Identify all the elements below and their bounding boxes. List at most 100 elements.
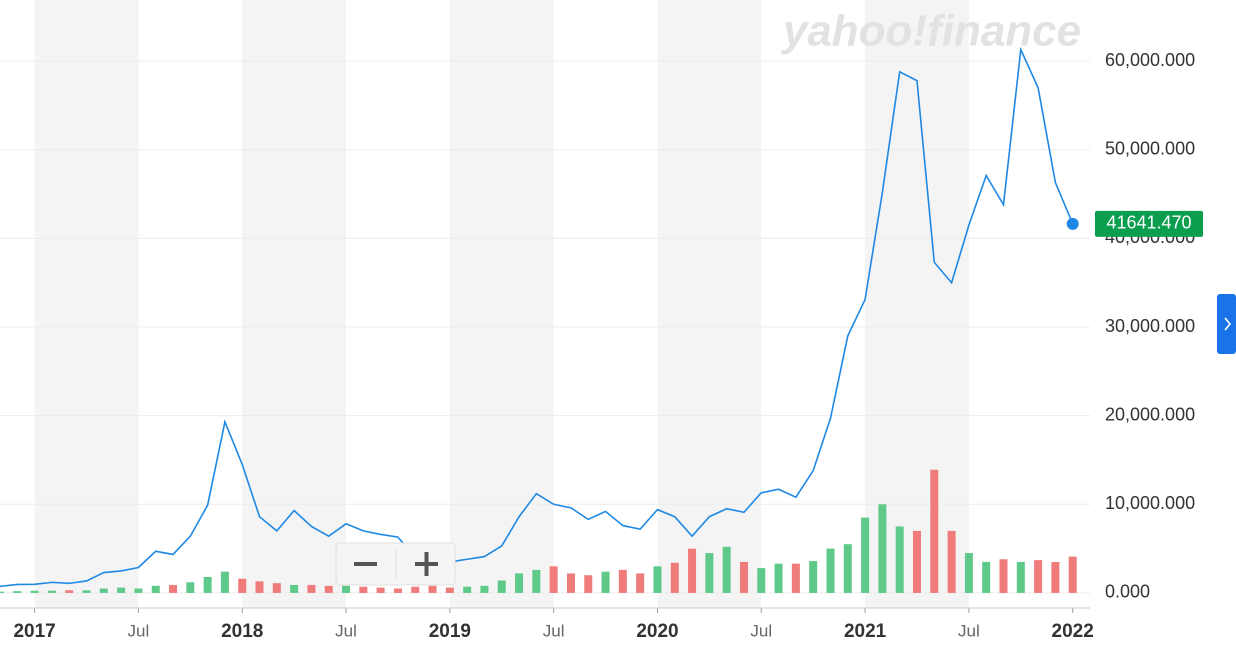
x-tick-label: Jul <box>958 621 980 640</box>
volume-bar <box>13 591 22 593</box>
volume-bar <box>445 587 454 593</box>
band <box>449 0 554 608</box>
volume-bar <box>82 590 91 593</box>
volume-bar <box>964 553 973 593</box>
grid <box>0 60 1090 594</box>
volume-bar <box>65 590 74 593</box>
volume-bar <box>584 575 593 593</box>
x-tick-label: 2022 <box>1052 621 1094 642</box>
x-tick-label: Jul <box>543 621 565 640</box>
volume-bar <box>99 588 108 593</box>
volume-bar <box>739 561 748 593</box>
volume-bar <box>566 573 575 593</box>
side-tab[interactable] <box>1217 294 1236 354</box>
volume-bar <box>428 585 437 593</box>
band <box>34 0 139 608</box>
volume-bar <box>670 562 679 593</box>
last-price-box <box>1095 210 1203 237</box>
volume-bar <box>238 578 247 593</box>
volume-bar <box>47 590 56 593</box>
volume-bar <box>393 588 402 593</box>
volume-bar <box>999 559 1008 593</box>
volume-bar <box>169 584 178 593</box>
volume-bar <box>843 544 852 593</box>
volume-bar <box>1051 561 1060 593</box>
side-tab-bg[interactable] <box>1217 294 1236 354</box>
volume-bar <box>774 563 783 593</box>
last-point <box>1066 217 1079 230</box>
volume-bar <box>411 586 420 593</box>
volume-bar <box>947 530 956 593</box>
x-tick-label: 2020 <box>636 621 678 642</box>
volume-bar <box>186 582 195 593</box>
volume-bar <box>151 585 160 593</box>
volume-bar <box>497 580 506 593</box>
volume-bar <box>826 548 835 593</box>
plot <box>0 46 1079 588</box>
volume-bar <box>653 566 662 593</box>
volume-bar <box>1034 560 1043 593</box>
volume-bar <box>757 568 766 593</box>
x-tick-label: Jul <box>335 621 357 640</box>
volume-bar <box>878 504 887 593</box>
volume-bar <box>861 517 870 593</box>
watermark: yahoo!finance <box>781 7 1081 56</box>
volume-bar <box>0 591 4 593</box>
volume-bar <box>532 569 541 593</box>
y-tick-label: 50,000.000 <box>1105 139 1195 159</box>
volume-bar <box>912 530 921 593</box>
volume-bar <box>463 586 472 593</box>
volume-bar <box>549 566 558 593</box>
volume-bar <box>359 586 368 593</box>
plus-v <box>424 552 429 576</box>
zoom-controls <box>335 542 456 586</box>
volume-bar <box>809 561 818 593</box>
volume-bar <box>791 563 800 593</box>
volume-bar <box>895 526 904 593</box>
y-tick-label: 60,000.000 <box>1105 50 1195 70</box>
volume-bar <box>1016 561 1025 593</box>
volume-bar <box>30 590 39 593</box>
band <box>242 0 347 608</box>
y-tick-label: 20,000.000 <box>1105 404 1195 424</box>
volume-bar <box>982 561 991 593</box>
volume-bar <box>705 553 714 593</box>
volume-bar <box>376 587 385 593</box>
volume-bar <box>324 585 333 593</box>
minus-icon <box>354 562 377 566</box>
volume-bar <box>618 569 627 593</box>
volume-bar <box>515 573 524 593</box>
zoom-in[interactable] <box>398 545 454 583</box>
y-tick-label: 30,000.000 <box>1105 316 1195 336</box>
volume-bar <box>117 587 126 593</box>
volume <box>0 469 1077 593</box>
volume-bar <box>220 571 229 593</box>
last-price-label: 41641.470 <box>1106 213 1191 233</box>
x-tick-label: 2019 <box>429 621 471 642</box>
x-tick-label: Jul <box>128 621 150 640</box>
y-tick-label: 10,000.000 <box>1105 493 1195 513</box>
zoom-out[interactable] <box>338 545 394 583</box>
band <box>657 0 762 608</box>
price-line <box>0 46 1074 588</box>
volume-bar <box>722 546 731 593</box>
volume-bar <box>134 588 143 593</box>
x-tick-label: 2021 <box>844 621 887 642</box>
volume-bar <box>290 584 299 593</box>
volume-bar <box>342 585 351 593</box>
bands <box>34 0 969 608</box>
volume-bar <box>307 584 316 593</box>
y-tick-label: 0.000 <box>1105 582 1150 602</box>
volume-bar <box>688 548 697 593</box>
volume-bar <box>1068 556 1077 593</box>
volume-bar <box>272 583 281 593</box>
x-tick-label: 2017 <box>13 621 55 642</box>
volume-bar <box>203 576 212 593</box>
volume-bar <box>601 571 610 593</box>
x-tick-label: 2018 <box>221 621 263 642</box>
volume-bar <box>255 581 264 593</box>
chevron <box>1224 317 1232 331</box>
x-tick-label: Jul <box>750 621 772 640</box>
